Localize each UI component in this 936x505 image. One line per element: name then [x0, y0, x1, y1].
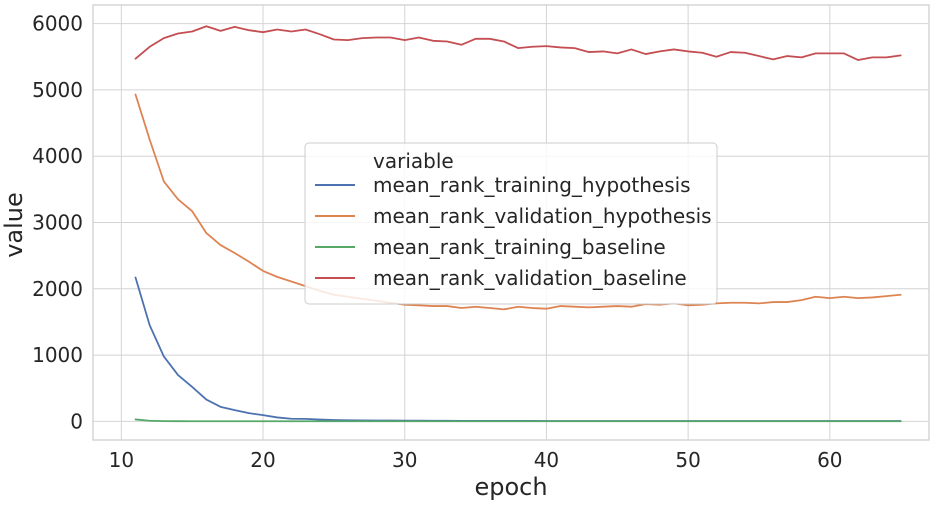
- series-line-mean-rank-training-baseline: [134, 418, 902, 423]
- y-tick-label: 3000: [32, 211, 83, 235]
- legend-entry-label: mean_rank_validation_hypothesis: [373, 204, 712, 228]
- y-axis-ticks: 0 1000 2000 3000 4000 5000 6000: [32, 12, 83, 434]
- y-tick-label: 4000: [32, 144, 83, 168]
- y-tick-label: 5000: [32, 78, 83, 102]
- y-tick-label: 0: [70, 409, 83, 433]
- legend: variable mean_rank_training_hypothesisme…: [304, 142, 718, 305]
- y-tick-label: 2000: [32, 277, 83, 301]
- series-line-mean-rank-validation-hypothesis: [134, 93, 902, 311]
- legend-entry-label: mean_rank_training_baseline: [373, 235, 666, 259]
- x-tick-label: 40: [534, 448, 559, 472]
- x-tick-label: 50: [675, 448, 700, 472]
- x-tick-label: 60: [817, 448, 842, 472]
- y-tick-label: 1000: [32, 343, 83, 367]
- x-tick-label: 20: [250, 448, 275, 472]
- series-lines: [134, 25, 902, 423]
- x-tick-label: 10: [109, 448, 134, 472]
- series-line-mean-rank-validation-baseline: [134, 25, 902, 61]
- y-tick-label: 6000: [32, 12, 83, 36]
- legend-entry-label: mean_rank_training_hypothesis: [373, 173, 691, 197]
- x-axis-ticks: 10 20 30 40 50 60: [109, 448, 843, 472]
- legend-box: [304, 142, 718, 305]
- y-axis-label: value: [0, 192, 28, 258]
- x-axis-label: epoch: [474, 473, 547, 501]
- x-tick-label: 30: [392, 448, 417, 472]
- legend-title: variable: [373, 149, 454, 173]
- legend-entry-label: mean_rank_validation_baseline: [373, 266, 687, 290]
